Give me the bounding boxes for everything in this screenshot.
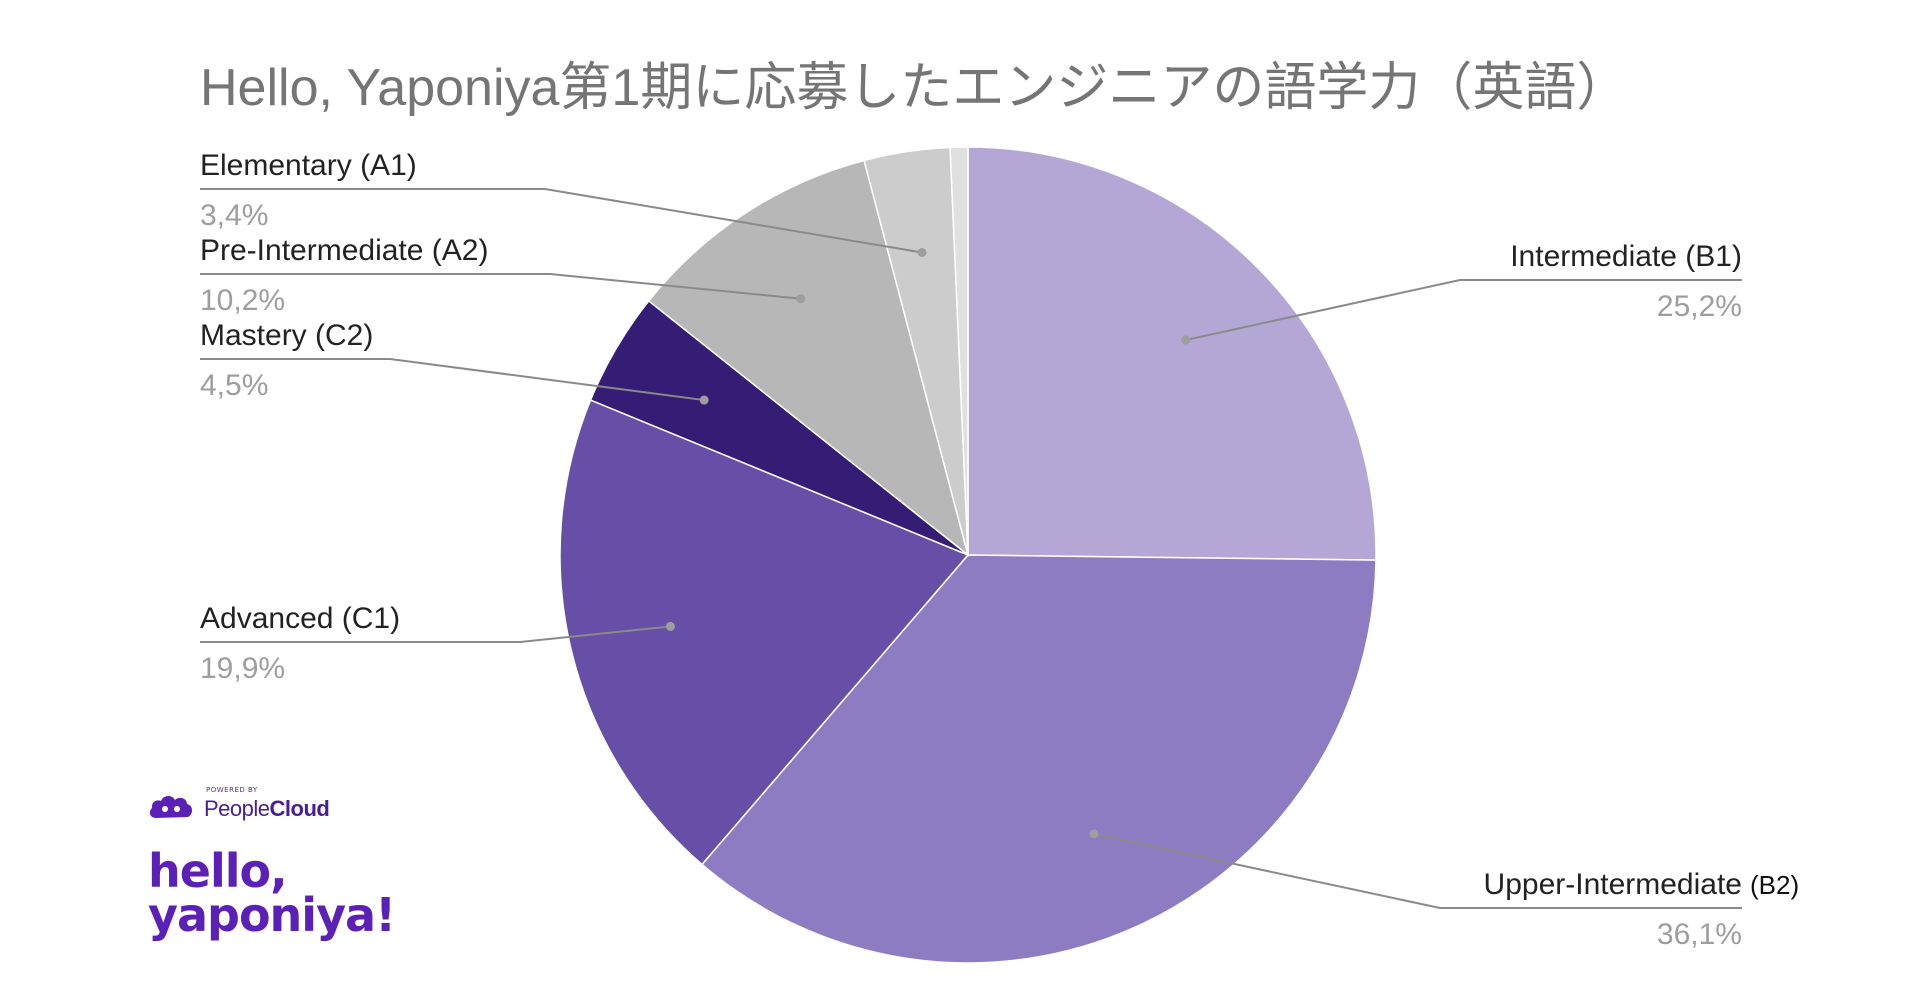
slice-percent-label: 25,2% [1657,290,1742,323]
slice-percent-label: 36,1% [1657,918,1742,951]
leader-dot [796,294,806,304]
leader-line [200,273,801,300]
leader-line [1185,279,1742,341]
slice-label: Mastery (C2) [200,319,373,352]
leader-line [200,358,705,402]
people-text: People [204,796,270,821]
hello-yaponiya-logo: hello, yaponiya! [148,848,448,958]
cloud-text: Cloud [269,796,330,821]
pie-slice-intermediate-b1 [967,146,1377,561]
leader-line [1093,832,1742,909]
slice-label: Intermediate (B1) [1510,240,1742,273]
pie-slice-upper-intermediate [700,554,1377,964]
pie-slices [559,146,1377,964]
slice-labels: Intermediate (B1) 25,2% Upper-Intermediate… [200,149,1799,951]
powered-by-text: POWERED BY [206,786,258,794]
hello-logo-line: hello, [148,844,288,898]
people-cloud-wordmark: PeopleCloud [204,796,330,822]
slice-label: Pre-Intermediate (A2) [200,234,488,267]
yaponiya-logo-line: yaponiya! [148,888,396,942]
chart-title: Hello, Yaponiya第1期に応募したエンジニアの語学力（英語） [200,59,1628,117]
leader-dot [1089,829,1099,839]
slice-label: Upper-Intermediate [1484,868,1742,901]
leader-line [200,625,671,643]
slice-percent-label: 19,9% [200,652,285,685]
leader-dot [699,395,709,405]
slice-percent-label: 4,5% [200,369,268,402]
leader-dot [1181,335,1191,345]
pie-slice-unlabeled [949,146,969,556]
cloud-people-icon [149,795,193,818]
slice-percent-label: 10,2% [200,284,285,317]
pie-slice-advanced-c1 [559,399,970,866]
slice-label: Advanced (C1) [200,602,400,635]
leader-dot [917,247,927,257]
leader-dot [665,621,675,631]
people-cloud-logo: POWERED BY PeopleCloud [148,786,368,826]
slice-percent-label: 3,4% [200,199,268,232]
slice-label: Elementary (A1) [200,149,417,182]
leader-line [200,188,923,254]
slice-label-suffix: (B2) [1750,870,1799,900]
